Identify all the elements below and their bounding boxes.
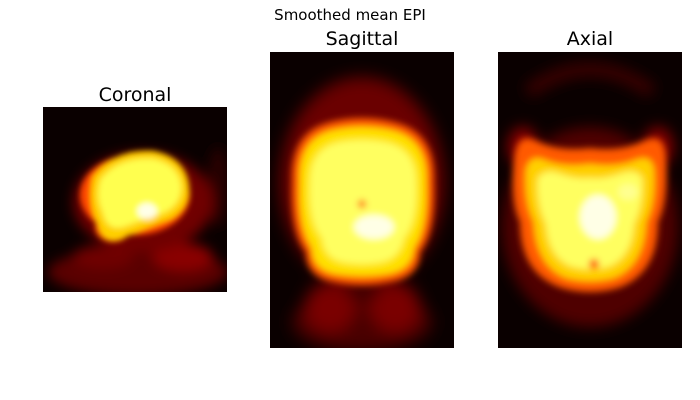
coronal-slice-image: [43, 107, 227, 292]
axial-slice-image: [498, 52, 682, 348]
figure-title: Smoothed mean EPI: [274, 6, 426, 24]
sagittal-slice-image: [270, 52, 454, 348]
panel-title-coronal: Coronal: [98, 84, 172, 106]
panel-title-sagittal: Sagittal: [325, 28, 399, 50]
panel-title-axial: Axial: [566, 28, 614, 50]
